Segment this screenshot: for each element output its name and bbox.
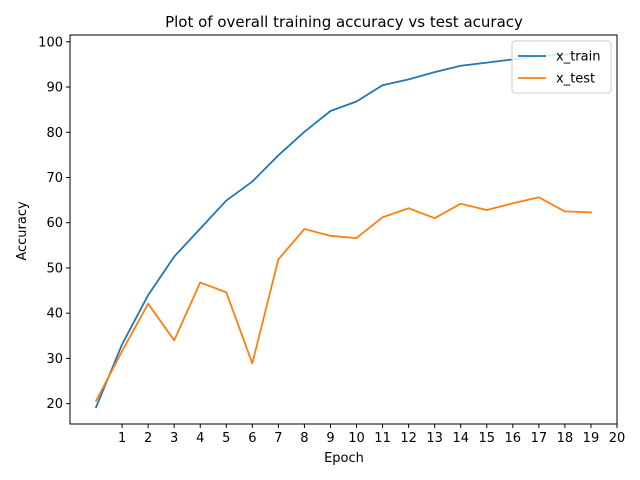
series-line-x-train — [94, 53, 592, 409]
y-axis-label: Accuracy — [15, 201, 30, 261]
y-tick-label: 40 — [46, 307, 63, 322]
legend: x_train x_test — [511, 40, 612, 94]
x-tick-label: 5 — [222, 431, 230, 446]
legend-label-x-train: x_train — [556, 50, 600, 65]
x-tick-label: 18 — [557, 431, 574, 446]
y-tick-label: 50 — [46, 261, 63, 276]
x-tick-label: 20 — [609, 431, 626, 446]
x-tick-label: 9 — [326, 431, 334, 446]
x-tick-label: 19 — [583, 431, 600, 446]
x-tick-label: 3 — [170, 431, 178, 446]
x-tick-label: 17 — [531, 431, 548, 446]
y-tick-label: 100 — [38, 35, 63, 50]
x-tick-label: 16 — [505, 431, 522, 446]
axes-layer: 1 2 3 4 5 6 7 8 9 10 11 12 13 14 15 16 17 18 19 20203040506… — [38, 34, 626, 446]
x-tick-label: 12 — [400, 431, 417, 446]
y-tick-label: 20 — [46, 397, 63, 412]
x-tick-label: 11 — [374, 431, 391, 446]
series-layer — [94, 53, 592, 409]
x-tick-label: 14 — [452, 431, 469, 446]
x-tick-label: 4 — [196, 431, 204, 446]
y-tick-label: 90 — [46, 81, 63, 96]
x-tick-label: 8 — [300, 431, 308, 446]
legend-label-x-test: x_test — [556, 72, 595, 87]
x-axis-label: Epoch — [324, 451, 364, 466]
x-tick-label: 10 — [348, 431, 365, 446]
y-tick-label: 70 — [46, 171, 63, 186]
y-tick-label: 80 — [46, 126, 63, 141]
x-tick-label: 15 — [478, 431, 495, 446]
series-line-x-test — [94, 196, 592, 403]
x-tick-label: 1 — [118, 431, 126, 446]
chart-title: Plot of overall training accuracy vs tes… — [165, 13, 523, 31]
axes-frame — [69, 34, 618, 425]
x-tick-label: 7 — [274, 431, 282, 446]
y-tick-label: 30 — [46, 352, 63, 367]
x-tick-label: 2 — [144, 431, 152, 446]
y-tick-label: 60 — [46, 216, 63, 231]
x-tick-label: 13 — [426, 431, 443, 446]
x-tick-label: 6 — [248, 431, 256, 446]
legend-box — [511, 40, 612, 94]
